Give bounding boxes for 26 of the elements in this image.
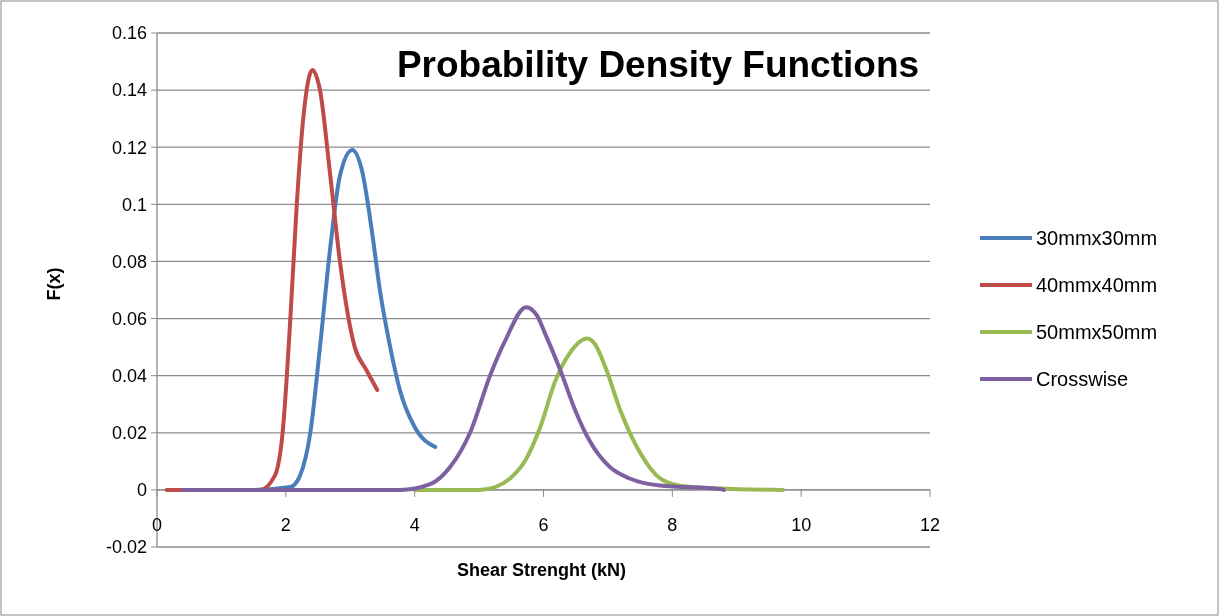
legend-label: 50mmx50mm <box>1036 321 1158 343</box>
y-tick-label: 0.14 <box>111 80 147 101</box>
x-tick-label: 2 <box>280 514 291 535</box>
y-tick-label: 0.16 <box>111 23 147 44</box>
x-tick-label: 8 <box>667 514 678 535</box>
line-series <box>164 68 380 492</box>
y-axis-title: F(x) <box>44 267 64 301</box>
y-tick-label: 0.1 <box>121 194 147 215</box>
y-tick-label: 0.08 <box>111 251 147 272</box>
y-tick-label: 0.06 <box>111 308 147 329</box>
legend-label: 40mmx40mm <box>1036 274 1158 296</box>
y-tick-label: -0.02 <box>105 537 147 558</box>
x-tick-label: 12 <box>919 514 941 535</box>
chart-title: Probability Density Functions <box>396 44 920 85</box>
legend-label: 30mmx30mm <box>1036 227 1158 249</box>
x-tick-label: 0 <box>151 514 163 535</box>
x-tick-label: 10 <box>791 514 812 535</box>
y-tick-label: 0.04 <box>111 365 147 386</box>
line-series <box>180 305 726 492</box>
legend-label: Crosswise <box>1036 368 1129 390</box>
y-tick-label: 0.12 <box>111 137 147 158</box>
x-tick-label: 6 <box>538 514 549 535</box>
y-tick-label: 0.02 <box>111 423 147 444</box>
x-axis-title: Shear Strenght (kN) <box>456 560 627 580</box>
x-tick-label: 4 <box>409 514 420 535</box>
y-tick-label: 0 <box>136 480 147 501</box>
